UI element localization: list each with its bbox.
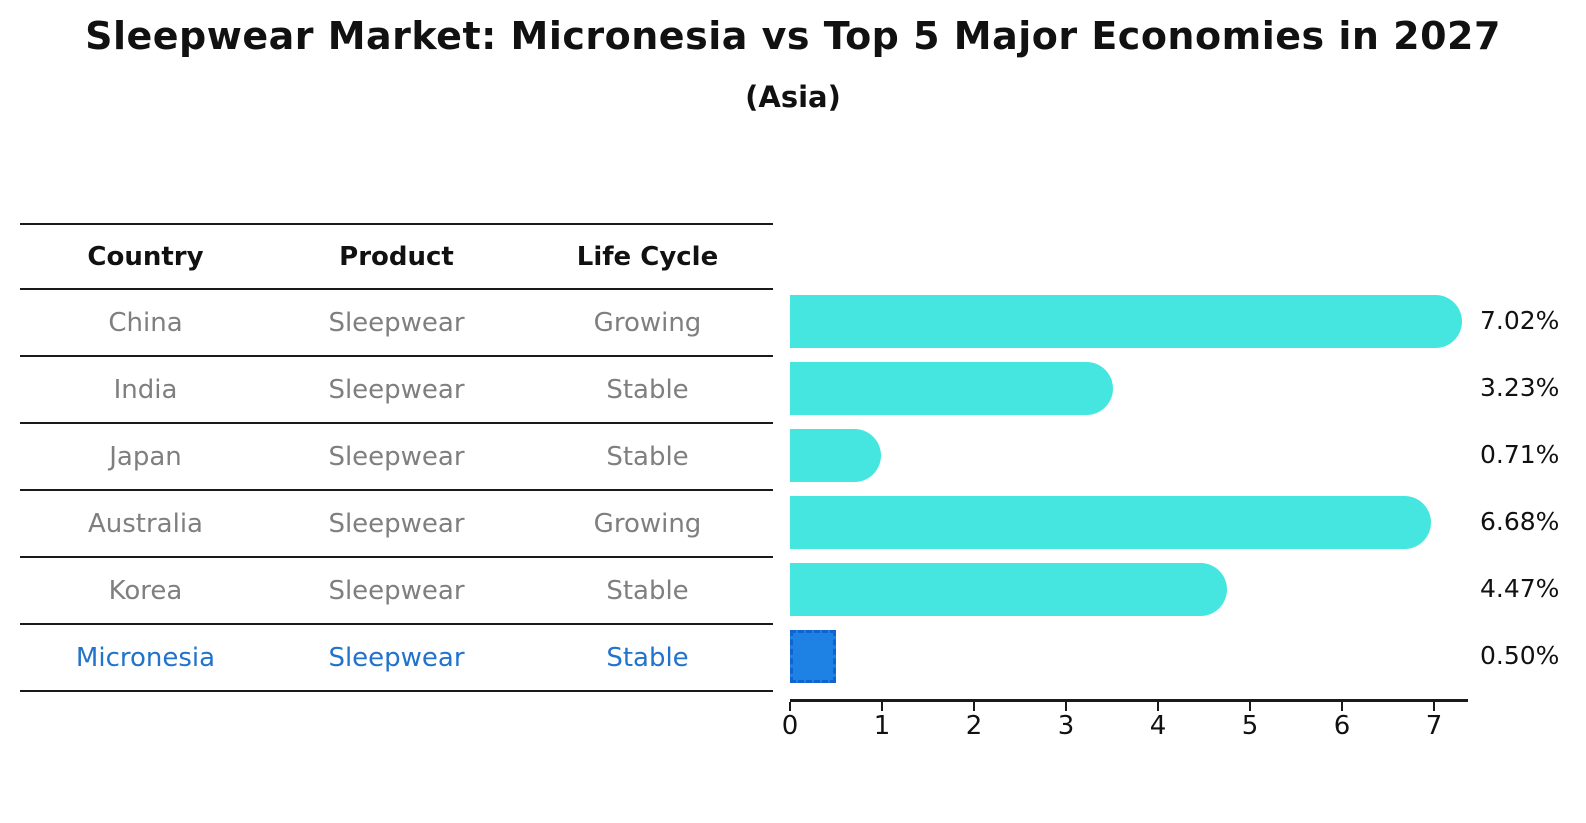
cell-country: Korea — [108, 575, 183, 606]
cell-country: Micronesia — [75, 642, 216, 673]
cell-country: China — [108, 307, 183, 338]
x-tick-label-5: 5 — [1241, 711, 1259, 741]
x-tick-2 — [973, 702, 975, 711]
cell-life_cycle: Stable — [606, 642, 689, 673]
x-tick-5 — [1249, 702, 1251, 711]
cell-life_cycle: Stable — [606, 374, 689, 405]
table-row-japan: Japan Sleepwear Stable — [20, 424, 773, 491]
bar-china — [790, 295, 1462, 348]
table-row-india: India Sleepwear Stable — [20, 357, 773, 424]
cell-country: India — [113, 374, 178, 405]
value-label-china: 7.02% — [1480, 305, 1560, 335]
x-tick-label-3: 3 — [1057, 711, 1075, 741]
cell-product: Sleepwear — [328, 441, 465, 472]
bar-micronesia — [790, 630, 836, 683]
x-tick-label-2: 2 — [965, 711, 983, 741]
x-tick-label-7: 7 — [1425, 711, 1443, 741]
value-label-australia: 6.68% — [1480, 506, 1560, 536]
x-tick-6 — [1341, 702, 1343, 711]
x-tick-label-1: 1 — [873, 711, 891, 741]
value-label-japan: 0.71% — [1480, 439, 1560, 469]
table-row-korea: Korea Sleepwear Stable — [20, 558, 773, 625]
cell-product: Sleepwear — [328, 307, 465, 338]
x-tick-0 — [789, 702, 791, 711]
cell-life_cycle: Growing — [593, 307, 702, 338]
value-label-korea: 4.47% — [1480, 573, 1560, 603]
table-body: China Sleepwear Growing India Sleepwear Stabl… — [20, 290, 773, 692]
x-tick-3 — [1065, 702, 1067, 711]
x-tick-7 — [1433, 702, 1435, 711]
cell-country: Japan — [109, 441, 182, 472]
x-tick-label-6: 6 — [1333, 711, 1351, 741]
value-label-india: 3.23% — [1480, 372, 1560, 402]
cell-life_cycle: Stable — [606, 575, 689, 606]
bar-india — [790, 362, 1114, 415]
country-table: Country Product Life Cycle China Sleepwea… — [20, 223, 773, 692]
cell-product: Sleepwear — [328, 575, 465, 606]
cell-product: Sleepwear — [328, 642, 465, 673]
cell-country: Australia — [87, 508, 203, 539]
cell-life_cycle: Stable — [606, 441, 689, 472]
cell-life_cycle: Growing — [593, 508, 702, 539]
chart-title: Sleepwear Market: Micronesia vs Top 5 Ma… — [85, 14, 1501, 58]
table-row-micronesia: Micronesia Sleepwear Stable — [20, 625, 773, 692]
chart-subtitle: (Asia) — [745, 80, 841, 114]
table-header-country: Country — [87, 241, 204, 272]
table-header-row: Country Product Life Cycle — [20, 223, 773, 290]
table-row-australia: Australia Sleepwear Growing — [20, 491, 773, 558]
x-tick-label-4: 4 — [1149, 711, 1167, 741]
bar-australia — [790, 496, 1431, 549]
cell-product: Sleepwear — [328, 508, 465, 539]
cell-product: Sleepwear — [328, 374, 465, 405]
bar-korea — [790, 563, 1228, 616]
x-tick-4 — [1157, 702, 1159, 711]
x-tick-label-0: 0 — [781, 711, 799, 741]
table-header-lifecycle: Life Cycle — [576, 241, 719, 272]
x-tick-1 — [881, 702, 883, 711]
table-row-china: China Sleepwear Growing — [20, 290, 773, 357]
x-axis-line — [790, 699, 1468, 702]
bar-japan — [790, 429, 882, 482]
table-header-product: Product — [339, 241, 454, 272]
value-label-micronesia: 0.50% — [1480, 640, 1560, 670]
